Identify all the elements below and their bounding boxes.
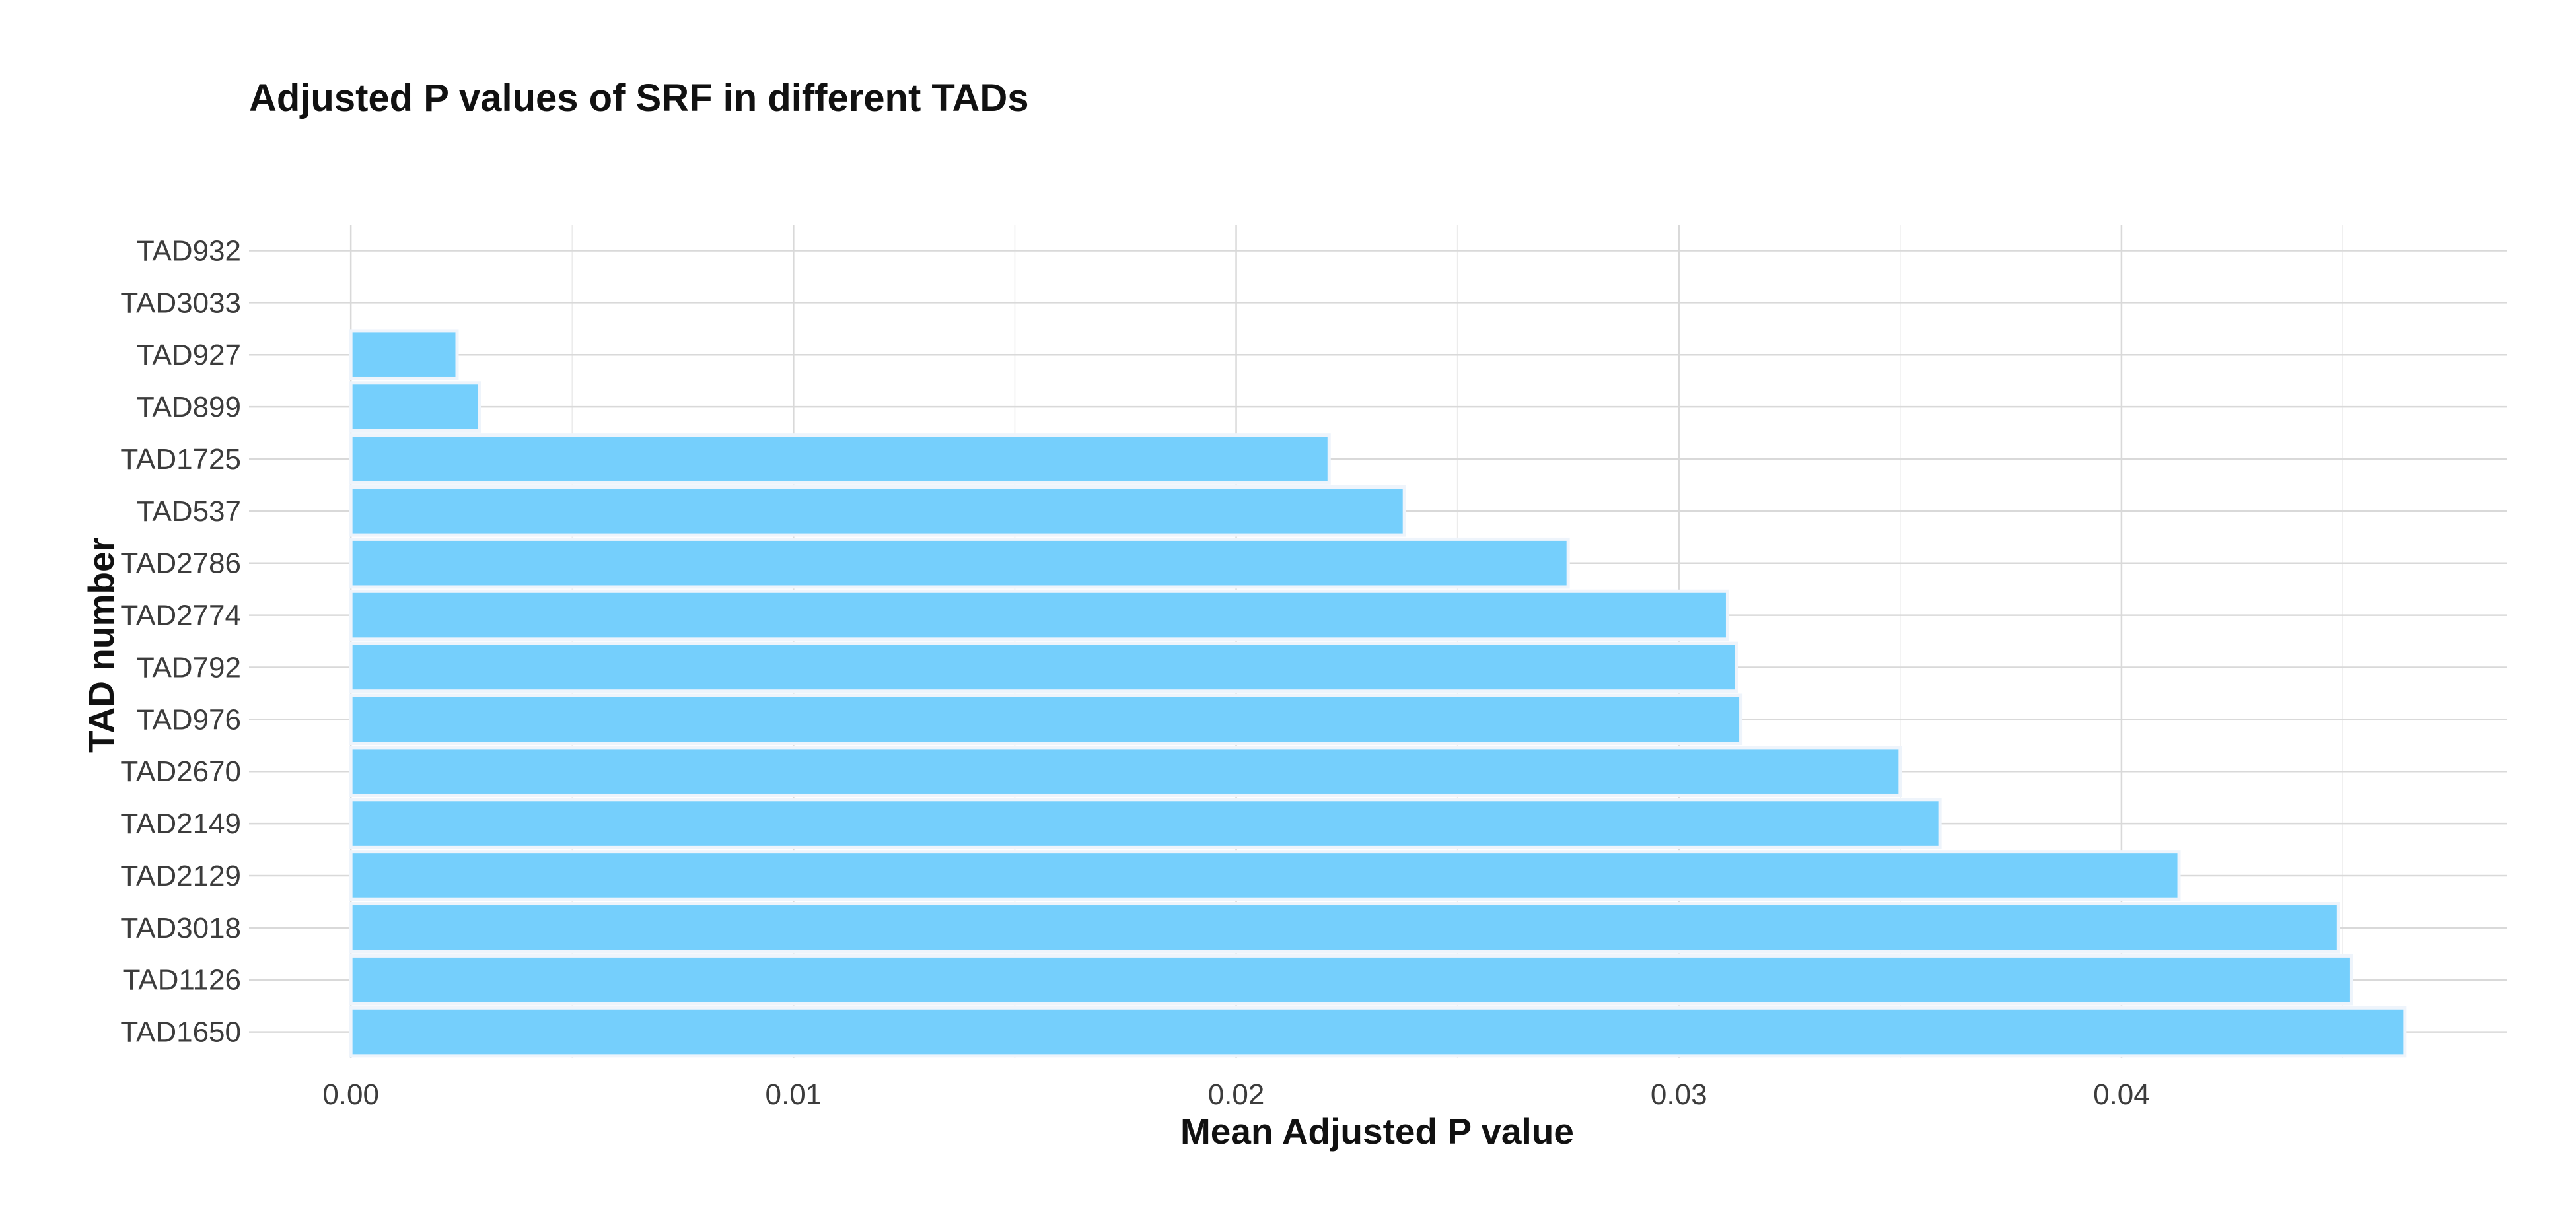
chart-title: Adjusted P values of SRF in different TA… <box>249 77 1029 120</box>
x-tick-label: 0.02 <box>1208 1078 1265 1111</box>
y-tick-label: TAD3033 <box>120 287 241 319</box>
y-tick-label: TAD899 <box>137 391 241 423</box>
y-tick-label: TAD927 <box>137 339 241 371</box>
bars <box>349 329 2407 1058</box>
y-tick-label: TAD2149 <box>120 808 241 840</box>
bar-tad976 <box>349 693 1743 746</box>
x-axis-tick-labels: 0.00 0.01 0.02 0.03 0.04 <box>322 1078 2149 1111</box>
y-tick-label: TAD976 <box>137 703 241 736</box>
y-axis-tick-labels: TAD932 TAD3033 TAD927 TAD899 TAD1725 TAD537 TA… <box>120 234 241 1048</box>
y-axis-title: TAD number <box>81 538 122 753</box>
y-tick-label: TAD2774 <box>120 600 241 632</box>
bar-tad2149 <box>349 798 1942 849</box>
bar-tad2786 <box>349 537 1570 589</box>
y-tick-label: TAD3018 <box>120 912 241 944</box>
bar-tad2670 <box>349 746 1902 797</box>
bar-tad2774 <box>349 589 1729 641</box>
x-tick-label: 0.03 <box>1651 1078 1707 1111</box>
bar-tad2129 <box>349 850 2181 901</box>
y-tick-label: TAD932 <box>137 234 241 267</box>
x-tick-label: 0.04 <box>2093 1078 2150 1111</box>
bar-tad792 <box>349 641 1738 693</box>
x-tick-label: 0.00 <box>322 1078 379 1111</box>
y-tick-label: TAD2670 <box>120 755 241 788</box>
y-tick-label: TAD2786 <box>120 547 241 580</box>
bar-tad927 <box>349 329 459 380</box>
y-tick-label: TAD1725 <box>120 443 241 475</box>
y-tick-label: TAD537 <box>137 495 241 528</box>
y-tick-label: TAD792 <box>137 651 241 684</box>
y-tick-label: TAD1126 <box>123 964 241 997</box>
bar-tad899 <box>349 381 482 433</box>
bar-tad1725 <box>349 433 1331 485</box>
bar-tad537 <box>349 485 1406 537</box>
x-axis-title: Mean Adjusted P value <box>1180 1111 1574 1152</box>
bar-tad3018 <box>349 902 2340 954</box>
bar-tad1650 <box>349 1006 2407 1058</box>
y-tick-label: TAD2129 <box>120 860 241 892</box>
bar-tad1126 <box>349 954 2353 1006</box>
y-tick-label: TAD1650 <box>120 1016 241 1049</box>
x-tick-label: 0.01 <box>766 1078 822 1111</box>
